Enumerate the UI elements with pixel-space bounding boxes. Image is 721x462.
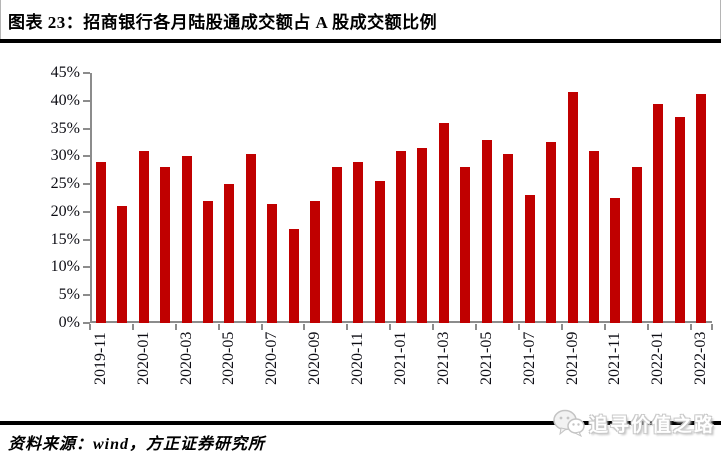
bar <box>631 167 642 323</box>
x-axis-tick <box>303 324 306 330</box>
x-axis-tick <box>89 324 91 330</box>
title-divider <box>0 39 721 43</box>
bar <box>95 161 106 323</box>
y-axis-tick <box>83 210 90 213</box>
bar <box>417 148 428 323</box>
bar <box>589 150 600 323</box>
bar <box>245 153 256 323</box>
y-axis-tick <box>83 322 90 324</box>
x-axis-label: 2020-07 <box>263 332 281 386</box>
y-axis-label: 45% <box>50 64 80 81</box>
y-axis-tick <box>83 183 90 186</box>
x-axis-label: 2021-07 <box>520 332 538 386</box>
y-axis-label: 40% <box>50 91 80 109</box>
watermark-text: 追寻价值之路 <box>588 414 715 436</box>
bar <box>460 167 471 323</box>
bar <box>224 184 235 323</box>
x-axis-tick <box>517 324 520 330</box>
y-axis-tick <box>83 99 90 102</box>
x-axis-label: 2022-01 <box>649 332 667 386</box>
x-axis-tick <box>689 324 692 330</box>
x-axis-tick <box>217 324 220 330</box>
y-axis-label: 5% <box>58 286 80 304</box>
y-axis-label: 30% <box>50 147 80 165</box>
y-axis-tick <box>83 238 90 241</box>
bar <box>610 198 621 323</box>
x-axis-tick <box>346 324 349 330</box>
y-axis-label: 25% <box>50 175 80 193</box>
x-axis-label: 2021-05 <box>477 332 495 386</box>
x-axis-label: 2020-09 <box>306 332 324 386</box>
x-axis-label: 2021-01 <box>392 332 409 386</box>
x-axis-label: 2020-01 <box>134 332 152 386</box>
footer-divider <box>0 421 721 425</box>
y-axis-label: 10% <box>50 258 80 276</box>
table-border-left <box>0 0 1 40</box>
x-axis-label: 2022-03 <box>692 332 710 386</box>
y-axis-label: 15% <box>50 230 80 248</box>
bar <box>138 150 149 323</box>
bar <box>374 181 385 323</box>
x-axis-tick <box>260 324 263 330</box>
x-axis-label: 2021-03 <box>434 332 452 386</box>
x-axis-label: 2020-05 <box>220 332 238 386</box>
bar <box>567 92 578 323</box>
x-axis-tick <box>603 324 606 330</box>
bar <box>481 139 492 323</box>
bar <box>267 203 278 323</box>
bar <box>674 117 685 323</box>
bar <box>353 161 364 323</box>
bar <box>524 195 535 323</box>
x-axis-tick <box>560 324 563 330</box>
bar <box>331 167 342 323</box>
y-axis-tick <box>83 155 90 158</box>
x-axis-tick <box>174 324 177 330</box>
bar <box>288 228 299 323</box>
x-axis-tick <box>475 324 478 330</box>
x-axis-label: 2021-11 <box>606 332 624 385</box>
y-axis-tick <box>83 294 90 297</box>
x-axis-label: 2020-03 <box>177 332 195 386</box>
x-axis-tick <box>131 324 134 330</box>
y-axis-label: 35% <box>50 119 80 137</box>
watermark: 追寻价值之路 <box>553 406 715 440</box>
bar <box>438 123 449 323</box>
bar <box>310 200 321 323</box>
bar <box>546 142 557 323</box>
x-axis-tick <box>389 324 392 330</box>
y-axis-tick <box>83 266 90 269</box>
y-axis-label: 0% <box>58 314 80 331</box>
x-axis-tick <box>711 324 713 330</box>
bar <box>653 103 664 323</box>
bar <box>202 200 213 323</box>
bar <box>117 206 128 323</box>
bar <box>181 156 192 323</box>
x-axis-label: 2020-11 <box>349 332 367 385</box>
y-axis-label: 20% <box>50 202 80 220</box>
page-title: 图表 23：招商银行各月陆股通成交额占 A 股成交额比例 <box>8 13 438 32</box>
bar <box>696 93 707 323</box>
y-axis-tick <box>83 127 90 130</box>
source-note: 资料来源：wind，方正证券研究所 <box>8 436 266 453</box>
bar <box>503 153 514 323</box>
x-axis-tick <box>646 324 649 330</box>
y-axis-tick <box>83 72 90 74</box>
bar <box>396 150 406 323</box>
x-axis-tick <box>432 324 435 330</box>
x-axis-label: 2021-09 <box>563 332 581 386</box>
wechat-icon <box>553 409 585 437</box>
x-axis-label: 2019-11 <box>91 332 109 385</box>
bar <box>160 167 171 323</box>
